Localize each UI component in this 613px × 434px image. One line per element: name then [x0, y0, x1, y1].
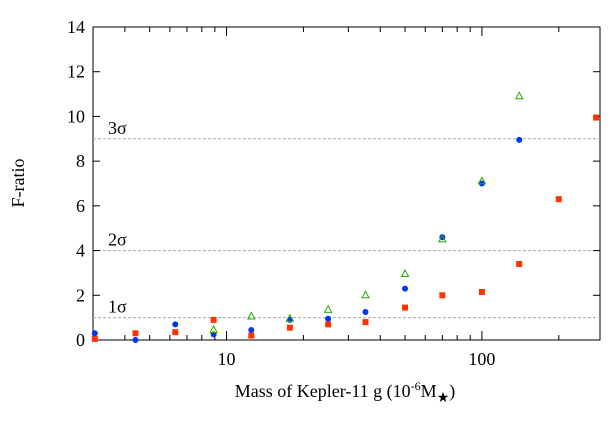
x-tick-label: 100: [468, 349, 495, 369]
y-tick-label: 0: [76, 330, 85, 350]
x-axis-title-star: ★: [437, 390, 450, 406]
triangle-marker: [514, 91, 524, 100]
circle-marker: [248, 326, 255, 333]
circle-marker: [402, 285, 409, 292]
triangle-marker: [209, 324, 218, 333]
square-marker: [478, 288, 485, 295]
circle-marker: [325, 315, 332, 322]
square-marker: [439, 292, 446, 299]
square-marker: [362, 319, 369, 326]
sigma-label-2: 2σ: [108, 230, 127, 250]
x-axis-title-unit: M: [421, 381, 437, 401]
y-tick-label: 10: [67, 106, 85, 126]
sigma-label-1: 1σ: [108, 297, 127, 317]
sigma-label-3: 3σ: [108, 118, 127, 138]
circle-marker: [132, 337, 139, 343]
square-marker: [132, 330, 139, 337]
square-marker: [210, 316, 217, 323]
square-marker: [516, 260, 523, 267]
y-tick-label: 8: [76, 151, 85, 171]
square-marker: [593, 114, 600, 121]
x-axis-title-exponent: -6: [411, 379, 421, 393]
circle-marker: [362, 309, 369, 316]
triangle-marker: [246, 311, 256, 320]
triangle-marker: [477, 176, 487, 185]
x-tick-label: 10: [218, 349, 236, 369]
square-marker: [91, 335, 98, 342]
plot-frame: [92, 26, 601, 341]
y-tick-label: 4: [76, 241, 85, 261]
y-tick-label: 2: [76, 285, 85, 305]
y-axis-ticks: 0 2 4 6 8 10 12 14: [67, 17, 600, 350]
y-axis-title: F-ratio: [8, 159, 28, 208]
y-tick-label: 14: [67, 17, 85, 37]
triangle-marker: [400, 268, 410, 278]
data-markers: [91, 91, 600, 343]
sigma-reference-lines: 1σ 2σ 3σ: [93, 118, 600, 319]
square-marker: [402, 304, 409, 311]
triangle-marker: [361, 290, 370, 299]
x-axis-title-main: Mass of Kepler-11 g (10: [235, 381, 411, 402]
triangle-marker: [323, 304, 333, 313]
y-tick-label: 6: [76, 196, 85, 216]
x-axis-ticks: 10 100: [92, 27, 560, 369]
square-marker: [286, 324, 293, 331]
circle-marker: [516, 136, 523, 143]
y-tick-label: 12: [67, 62, 85, 82]
square-marker: [172, 329, 179, 336]
square-marker: [248, 332, 255, 339]
circle-marker: [91, 330, 98, 337]
triangle-marker: [438, 234, 447, 243]
x-axis-title-close: ): [449, 381, 455, 402]
square-marker: [555, 196, 562, 203]
x-axis-title: Mass of Kepler-11 g (10-6M★): [235, 379, 456, 406]
triangle-marker: [285, 313, 295, 322]
square-marker: [325, 321, 332, 328]
circle-marker: [172, 321, 179, 328]
